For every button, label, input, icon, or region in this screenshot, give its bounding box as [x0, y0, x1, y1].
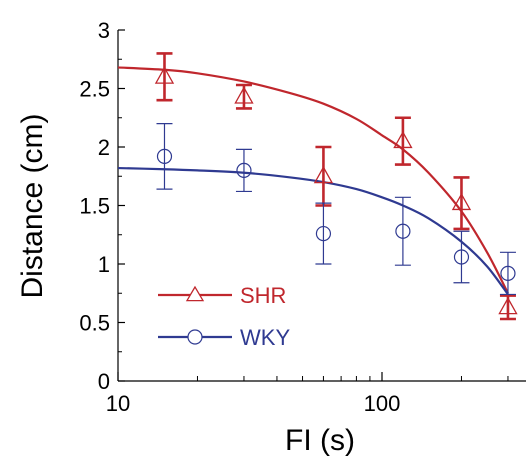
x-tick-label: 100	[364, 391, 401, 416]
y-tick-label: 2	[98, 135, 110, 160]
wky-fit-curve	[118, 166, 509, 296]
wky-legend-label: WKY	[240, 325, 290, 350]
fit-curves	[118, 66, 509, 296]
shr-legend-marker	[185, 285, 205, 302]
tick-labels: 0 0.5 1 1.5 2 2.5 3 10 100	[79, 18, 400, 416]
shr-point	[393, 130, 413, 149]
x-axis-title: FI (s)	[285, 424, 355, 457]
wky-point	[156, 148, 173, 164]
ticks	[117, 29, 509, 382]
wky-point	[500, 265, 516, 281]
shr-legend-label: SHR	[240, 283, 286, 308]
y-tick-label: 3	[98, 18, 110, 43]
shr-point	[234, 86, 254, 104]
shr-point	[154, 66, 175, 84]
y-tick-label: 2.5	[79, 77, 110, 102]
shr-point	[498, 296, 518, 315]
y-tick-label: 1	[98, 252, 110, 277]
error-bars	[156, 52, 516, 321]
y-axis-title: Distance (cm)	[16, 113, 49, 298]
y-tick-label: 0.5	[79, 311, 110, 336]
wky-point	[315, 225, 332, 242]
wky-point	[453, 249, 470, 265]
wky-point	[236, 162, 252, 178]
data-markers	[154, 66, 518, 315]
x-tick-label: 10	[106, 391, 130, 416]
legend: SHR WKY	[158, 283, 290, 350]
y-tick-label: 1.5	[79, 194, 110, 219]
shr-point	[313, 165, 334, 184]
shr-point	[451, 192, 472, 211]
wky-point	[395, 223, 411, 239]
y-tick-label: 0	[98, 369, 110, 394]
wky-legend-marker	[187, 329, 203, 345]
